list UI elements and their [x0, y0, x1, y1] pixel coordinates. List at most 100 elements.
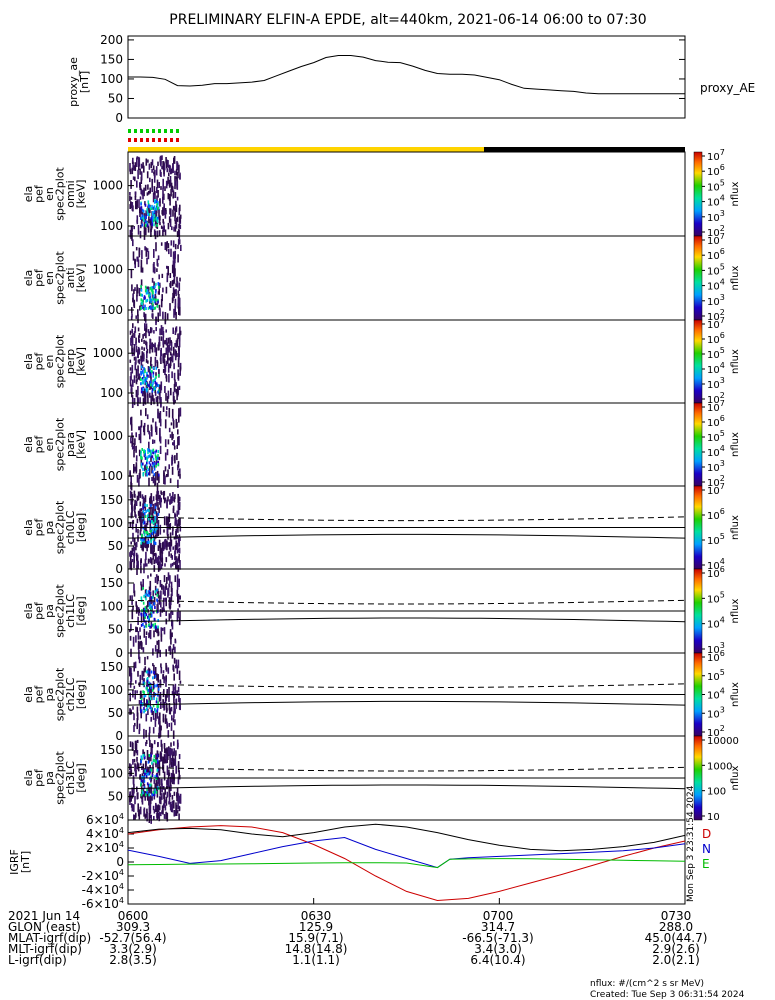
- spectrogram-pixel: [169, 478, 172, 484]
- spectrogram-pixel: [131, 791, 134, 799]
- spectrogram-pixel: [135, 523, 137, 533]
- spectrogram-pixel: [175, 283, 177, 287]
- spectrogram-pixel: [146, 414, 149, 420]
- spectrogram-pixel: [139, 806, 142, 815]
- spectrogram-pixel: [166, 545, 168, 551]
- spectrogram-pixel: [178, 501, 181, 507]
- spectrogram-core-pixel: [142, 623, 144, 626]
- spectrogram-pixel: [167, 469, 169, 477]
- spectrogram-pixel: [130, 623, 132, 631]
- spectrogram-pixel: [170, 189, 172, 197]
- spectrogram-pixel: [171, 800, 174, 808]
- spectrogram-core-pixel: [154, 708, 156, 712]
- spectrogram-core-pixel: [141, 779, 143, 783]
- spectrogram-core-pixel: [142, 791, 144, 795]
- spectrogram-pixel: [130, 478, 132, 484]
- spectrogram-pixel: [178, 595, 181, 600]
- spectrogram-pixel: [144, 666, 147, 673]
- spectrogram-pixel: [148, 632, 150, 639]
- spectrogram-pixel: [148, 331, 150, 337]
- spectrogram-pixel: [138, 348, 141, 355]
- spectrogram-pixel: [165, 754, 167, 764]
- spectrogram-pixel: [163, 743, 166, 749]
- spectrogram-pixel: [178, 770, 180, 777]
- spectrogram-pixel: [129, 801, 131, 805]
- spectrogram-pixel: [149, 392, 151, 398]
- spectrogram-panel-7: 150100500elapefpaspec2plotch2LC[deg]1061…: [22, 649, 741, 743]
- spectrogram-pixel: [179, 473, 181, 479]
- spectrogram-pixel: [140, 420, 143, 428]
- spectrogram-pixel: [179, 526, 182, 532]
- spectrogram-pixel: [138, 477, 140, 487]
- spectrogram-core-pixel: [150, 768, 153, 772]
- spectrogram-core-pixel: [149, 784, 151, 788]
- spectrogram-pixel: [157, 591, 160, 599]
- spectrogram-pixel: [158, 287, 160, 295]
- spectrogram-pixel: [149, 432, 151, 440]
- spectrogram-pixel: [144, 313, 147, 323]
- pa-tick-label: 0: [115, 562, 123, 576]
- spectrogram-pixel: [143, 628, 146, 638]
- spectrogram-pixel: [132, 161, 134, 168]
- spectrogram-pixel: [158, 230, 161, 237]
- spectrogram-core-pixel: [147, 700, 150, 704]
- spectrogram-core-pixel: [140, 390, 143, 394]
- spectrogram-pixel: [150, 228, 152, 237]
- spectrogram-core-pixel: [143, 710, 145, 714]
- spectrogram-pixel: [176, 231, 179, 237]
- spectrogram-pixel: [172, 505, 175, 512]
- spectrogram-core-pixel: [153, 223, 155, 227]
- spectrogram-pixel: [136, 712, 139, 721]
- spectrogram-pixel: [138, 288, 141, 297]
- spectrogram-pixel: [139, 209, 141, 217]
- spectrogram-core-pixel: [142, 209, 145, 213]
- spectrogram-pixel: [164, 339, 166, 345]
- status-marker-dot: [176, 129, 179, 133]
- spectrogram-pixel: [167, 193, 170, 200]
- spectrogram-pixel: [175, 169, 178, 176]
- spectrogram-pixel: [159, 284, 161, 288]
- anti-loss-cone-line: [127, 766, 686, 772]
- spectrogram-pixel: [176, 281, 179, 288]
- spectrogram-pixel: [152, 343, 155, 348]
- spectrogram-pixel: [145, 713, 148, 722]
- colorbar-tick-label: 105: [707, 532, 725, 547]
- spectrogram-core-pixel: [152, 704, 155, 708]
- spectrogram-pixel: [133, 662, 135, 672]
- spectrogram-pixel: [177, 479, 179, 488]
- spectrogram-pixel: [160, 350, 162, 357]
- spectrogram-pixel: [145, 729, 147, 738]
- spectrogram-pixel: [167, 363, 170, 373]
- spectrogram-pixel: [164, 475, 166, 485]
- spectrogram-pixel: [158, 456, 161, 461]
- spectrogram-pixel: [171, 754, 174, 762]
- spectrogram-pixel: [153, 809, 156, 814]
- spectrogram-pixel: [163, 491, 165, 500]
- spectrogram-pixel: [149, 219, 152, 226]
- spectrogram-pixel: [176, 510, 178, 517]
- spectrogram-tick-label: 100: [100, 386, 123, 400]
- spectrogram-core-pixel: [142, 388, 145, 391]
- status-marker-dot: [128, 138, 131, 142]
- spectrogram-core-pixel: [143, 530, 146, 534]
- spectrogram-core-pixel: [154, 505, 157, 509]
- spectrogram-core-pixel: [140, 596, 143, 600]
- igrf-tick-label: -4×104: [82, 882, 124, 897]
- spectrogram-pixel: [167, 588, 169, 598]
- spectrogram-pixel: [129, 204, 131, 209]
- spectrogram-pixel: [153, 229, 156, 236]
- spectrogram-core-pixel: [149, 770, 151, 774]
- spectrogram-pixel: [141, 217, 143, 224]
- colorbar-tick-label: 100: [707, 787, 726, 798]
- spectrogram-pixel: [147, 286, 149, 292]
- spectrogram-pixel: [173, 777, 176, 781]
- spectrogram-pixel: [172, 205, 175, 210]
- spectrogram-pixel: [177, 436, 179, 446]
- spectrogram-pixel: [164, 312, 167, 322]
- spectrogram-pixel: [129, 195, 131, 202]
- spectrogram-pixel: [159, 724, 161, 730]
- spectrogram-pixel: [137, 259, 140, 268]
- colorbar-tick-label: 106: [707, 507, 725, 522]
- spectrogram-pixel: [131, 445, 134, 450]
